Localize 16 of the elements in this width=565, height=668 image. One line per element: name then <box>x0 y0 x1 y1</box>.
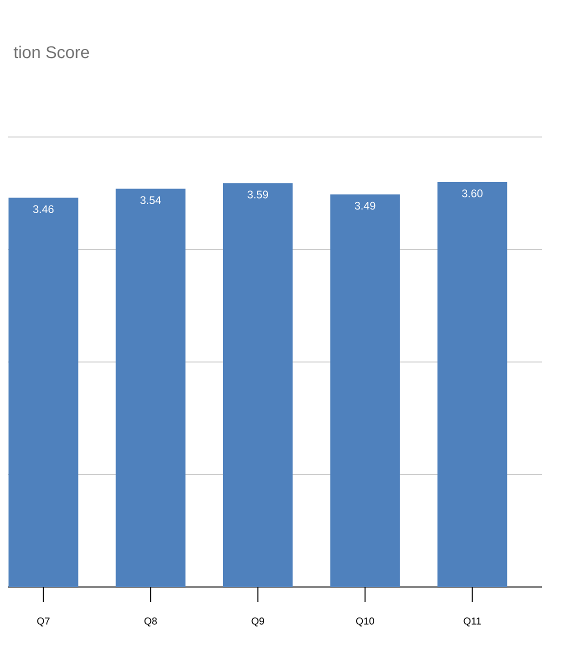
bar <box>437 182 508 587</box>
x-tick-label: Q10 <box>356 618 374 626</box>
bar <box>222 183 293 587</box>
data-label: 3.46 <box>33 205 54 214</box>
x-tick-label: Q11 <box>464 618 481 626</box>
data-label: 3.59 <box>248 190 268 198</box>
bar <box>8 198 78 587</box>
x-tick-label: Q9 <box>252 618 264 626</box>
bar <box>116 188 186 587</box>
x-tick-label: Q7 <box>37 618 50 626</box>
data-label: 3.49 <box>354 202 376 210</box>
bar <box>330 194 400 587</box>
data-label: 3.60 <box>462 190 483 198</box>
x-tick-label: Q8 <box>144 618 157 626</box>
chart-title: tion Score <box>14 46 90 58</box>
data-label: 3.54 <box>140 196 161 204</box>
